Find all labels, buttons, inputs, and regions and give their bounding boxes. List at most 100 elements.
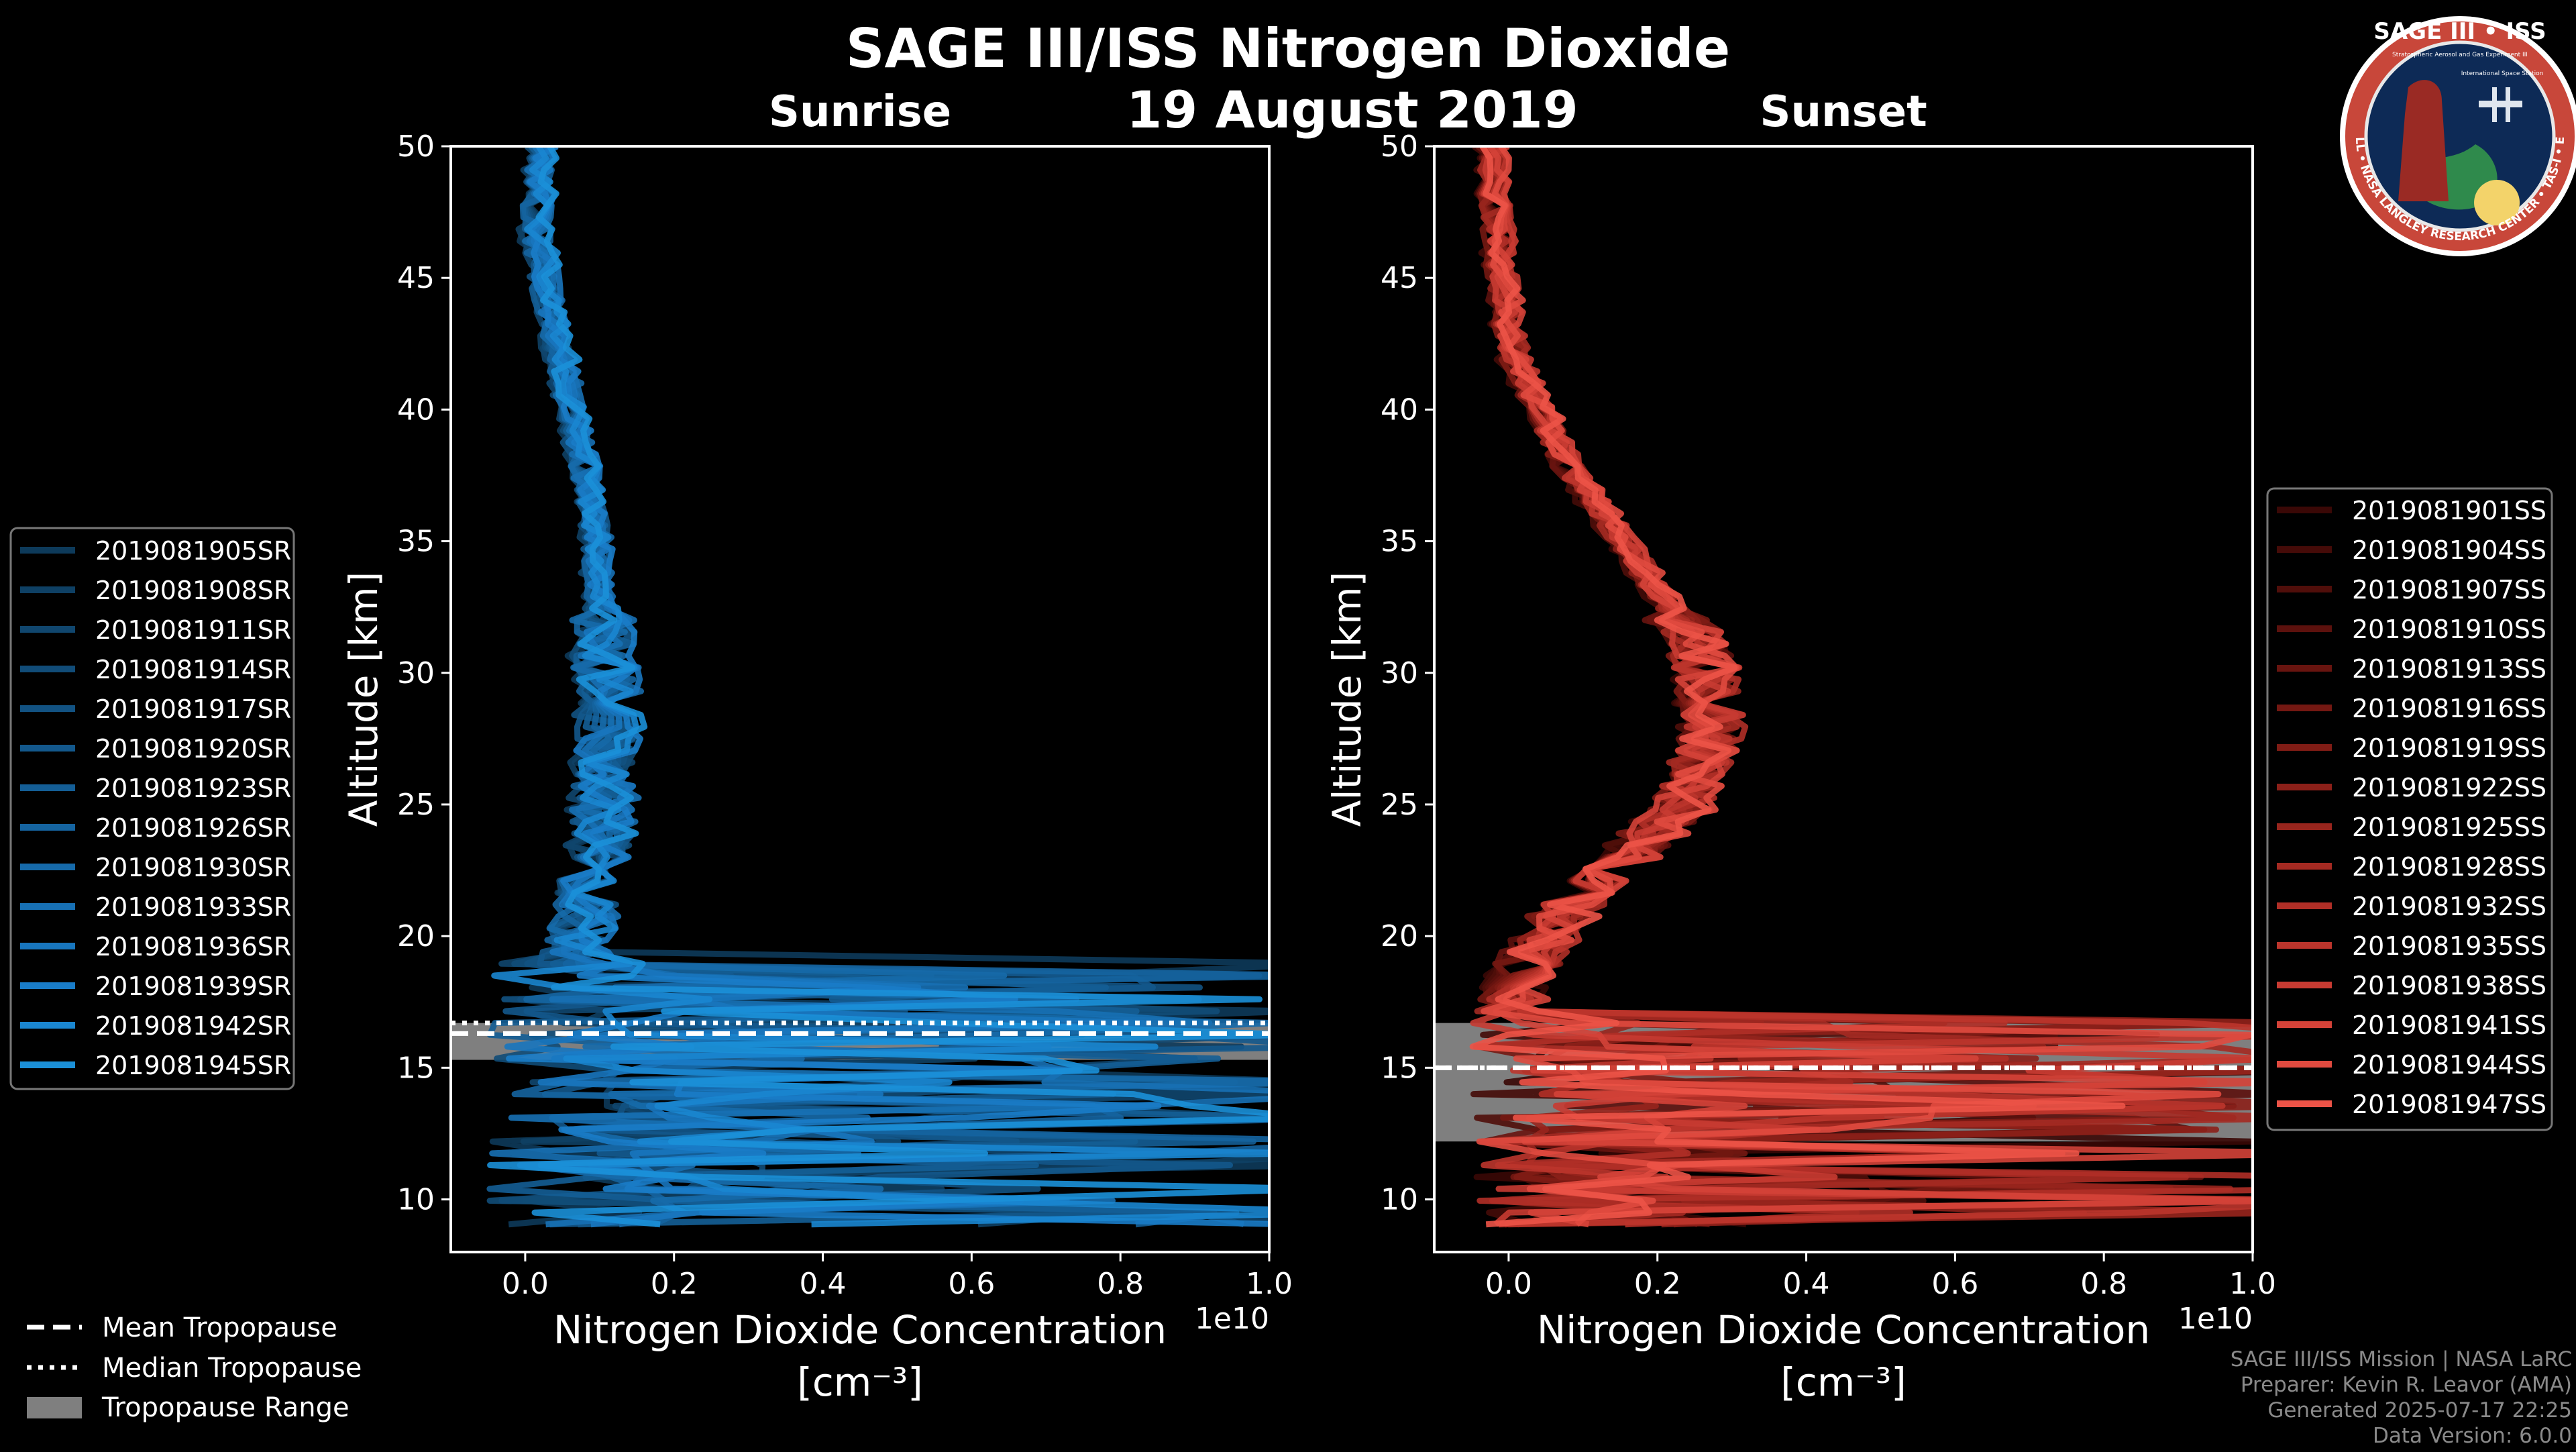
ss-x-tick-label: 1.0 [2229, 1267, 2276, 1301]
sr-y-tick-label: 15 [397, 1051, 435, 1085]
legend-label-2019081911SR: 2019081911SR [95, 615, 291, 645]
legend-label-2019081926SR: 2019081926SR [95, 813, 291, 843]
sr-x-tick-label: 1.0 [1246, 1267, 1293, 1301]
legend-label-2019081923SR: 2019081923SR [95, 774, 291, 803]
ss-x-tick-label: 0.4 [1783, 1267, 1830, 1301]
legend-label-2019081925SS: 2019081925SS [2352, 813, 2546, 842]
sr-x-tick-label: 0.8 [1097, 1267, 1144, 1301]
ss-y-tick-label: 50 [1381, 129, 1418, 164]
logo-iss-icon [2479, 87, 2522, 122]
legend-label-2019081936SR: 2019081936SR [95, 932, 291, 962]
logo-side-text: International Space Station [2461, 70, 2544, 77]
figure-title: SAGE III/ISS Nitrogen Dioxide [846, 17, 1730, 80]
profile-line-2019081947SS [1469, 146, 2126, 1228]
panel-title-sunrise: Sunrise [769, 87, 951, 137]
ss-x-tick-label: 0.0 [1485, 1267, 1532, 1301]
legend-label-2019081916SS: 2019081916SS [2352, 694, 2546, 723]
sunset-y-axis-label: Altitude [km] [1324, 572, 1370, 827]
sr-y-tick-label: 35 [397, 525, 435, 559]
logo-sun-icon [2474, 180, 2520, 225]
footer-preparer: Preparer: Kevin R. Leavor (AMA) [2241, 1373, 2572, 1397]
ss-y-tick-label: 45 [1381, 261, 1418, 295]
sunset-x-multiplier: 1e10 [2178, 1302, 2253, 1336]
mean-tropopause-label: Mean Tropopause [102, 1312, 337, 1343]
sr-x-tick-label: 0.2 [651, 1267, 698, 1301]
logo-subtitle: Stratospheric Aerosol and Gas Experiment… [2392, 52, 2528, 58]
sr-x-tick-label: 0.4 [800, 1267, 847, 1301]
sunrise-profiles [486, 146, 1269, 1228]
ss-y-tick-label: 35 [1381, 525, 1418, 559]
legend-label-2019081930SR: 2019081930SR [95, 853, 291, 882]
tropopause-legend: Mean Tropopause Median Tropopause Tropop… [27, 1312, 362, 1423]
ss-y-tick-label: 15 [1381, 1051, 1418, 1085]
legend-label-2019081944SS: 2019081944SS [2352, 1050, 2546, 1080]
sr-y-tick-label: 45 [397, 261, 435, 295]
ss-x-tick-label: 0.2 [1634, 1267, 1681, 1301]
sunrise-panel: 0.0 0.2 0.4 0.6 0.8 1.0 10 15 20 25 30 35 40 45 50 Alt… [341, 129, 1293, 1405]
ss-y-tick-label: 10 [1381, 1183, 1418, 1217]
tropopause-range-label: Tropopause Range [101, 1392, 350, 1423]
legend-label-2019081935SS: 2019081935SS [2352, 931, 2546, 961]
sunrise-legend-box [9, 527, 295, 1090]
legend-label-2019081901SS: 2019081901SS [2352, 496, 2546, 525]
sunrise-y-axis-label: Altitude [km] [341, 572, 386, 827]
legend-label-2019081932SS: 2019081932SS [2352, 892, 2546, 921]
sr-x-tick-label: 0.6 [948, 1267, 995, 1301]
ss-y-tick-label: 30 [1381, 656, 1418, 690]
legend-label-2019081910SS: 2019081910SS [2352, 615, 2546, 644]
legend-label-2019081908SR: 2019081908SR [95, 576, 291, 605]
legend-label-2019081919SS: 2019081919SS [2352, 733, 2546, 763]
sr-y-tick-label: 50 [397, 129, 435, 164]
legend-label-2019081904SS: 2019081904SS [2352, 535, 2546, 565]
sunrise-x-axis-unit: [cm⁻³] [797, 1359, 923, 1405]
legend-label-2019081942SR: 2019081942SR [95, 1011, 291, 1041]
sr-y-tick-label: 40 [397, 393, 435, 427]
sunrise-ticks: 0.0 0.2 0.4 0.6 0.8 1.0 10 15 20 25 30 35 40 45 50 [397, 129, 1293, 1301]
sr-y-tick-label: 10 [397, 1183, 435, 1217]
profile-line-2019081944SS [1476, 146, 2253, 1227]
sunrise-plot-frame [449, 145, 1271, 1253]
sunset-panel: 0.0 0.2 0.4 0.6 0.8 1.0 10 15 20 25 30 35 40 45 50 Alt… [1324, 129, 2276, 1405]
legend-label-2019081922SS: 2019081922SS [2352, 773, 2546, 802]
footer-generated: Generated 2025-07-17 22:25 [2267, 1398, 2572, 1422]
ss-y-tick-label: 40 [1381, 393, 1418, 427]
legend-label-2019081938SS: 2019081938SS [2352, 971, 2546, 1000]
profile-line-2019081945SR [487, 146, 1269, 1228]
sunset-legend: 2019081901SS 2019081904SS 2019081907SS 2019… [2266, 487, 2553, 1131]
sunrise-x-multiplier: 1e10 [1195, 1302, 1269, 1336]
ss-x-tick-label: 0.8 [2080, 1267, 2127, 1301]
footer-mission: SAGE III/ISS Mission | NASA LaRC [2231, 1347, 2572, 1371]
profile-line-2019081941SS [1487, 146, 2253, 1228]
logo-figure-icon [2398, 80, 2449, 201]
legend-label-2019081947SS: 2019081947SS [2352, 1090, 2546, 1119]
sunset-x-axis-unit: [cm⁻³] [1780, 1359, 1907, 1405]
legend-label-2019081917SR: 2019081917SR [95, 694, 291, 724]
legend-label-2019081907SS: 2019081907SS [2352, 575, 2546, 605]
sr-y-tick-label: 25 [397, 788, 435, 822]
legend-label-2019081905SR: 2019081905SR [95, 536, 291, 566]
profile-line-2019081942SR [491, 146, 1269, 1228]
logo-title: SAGE III • ISS [2373, 18, 2546, 45]
panel-title-sunset: Sunset [1760, 87, 1927, 137]
median-tropopause-label: Median Tropopause [102, 1353, 362, 1384]
tropopause-range-swatch [27, 1397, 82, 1418]
legend-label-2019081933SR: 2019081933SR [95, 892, 291, 922]
legend-label-2019081920SR: 2019081920SR [95, 734, 291, 764]
figure-date: 19 August 2019 [1126, 80, 1578, 140]
legend-label-2019081928SS: 2019081928SS [2352, 852, 2546, 882]
sunset-ticks: 0.0 0.2 0.4 0.6 0.8 1.0 10 15 20 25 30 35 40 45 50 [1381, 129, 2276, 1301]
ss-x-tick-label: 0.6 [1931, 1267, 1978, 1301]
legend-label-2019081913SS: 2019081913SS [2352, 654, 2546, 684]
sunset-plot-frame [1433, 145, 2254, 1253]
sr-y-tick-label: 20 [397, 919, 435, 953]
footer-credits: SAGE III/ISS Mission | NASA LaRC Prepare… [2231, 1347, 2572, 1448]
sunset-legend-box [2266, 487, 2553, 1131]
legend-label-2019081941SS: 2019081941SS [2352, 1010, 2546, 1040]
sunset-profiles [1469, 146, 2253, 1228]
sunset-x-axis-label: Nitrogen Dioxide Concentration [1537, 1307, 2150, 1353]
sunrise-legend: 2019081905SR 2019081908SR 2019081911SR 2019… [9, 527, 295, 1090]
legend-label-2019081945SR: 2019081945SR [95, 1051, 291, 1080]
legend-label-2019081914SR: 2019081914SR [95, 655, 291, 684]
sr-x-tick-label: 0.0 [502, 1267, 549, 1301]
